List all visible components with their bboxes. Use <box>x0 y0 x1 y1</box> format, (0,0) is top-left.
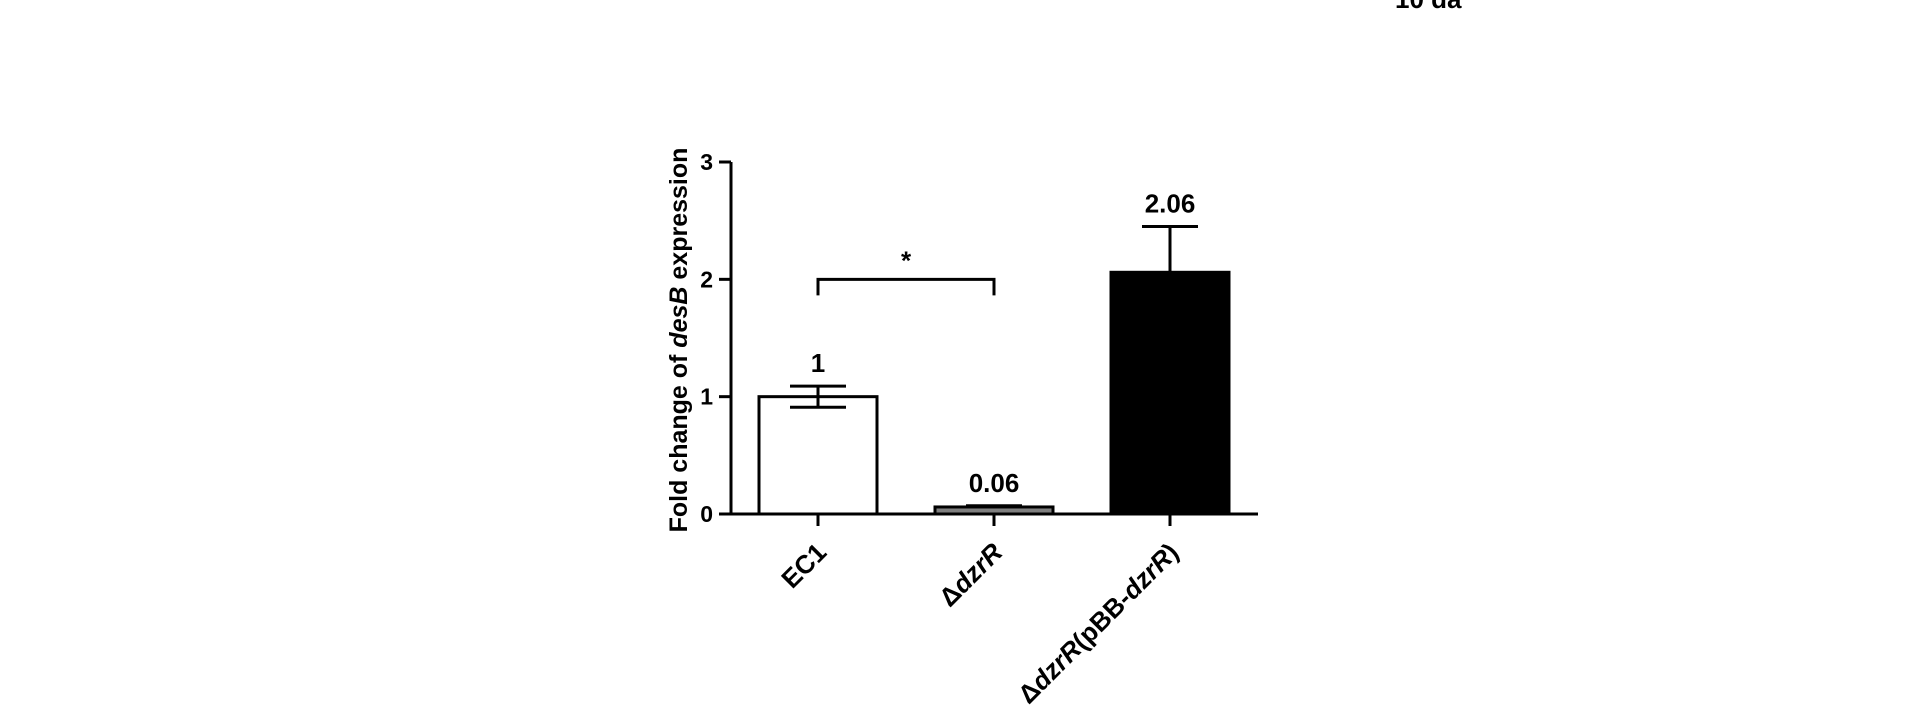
y-tick-label: 0 <box>700 501 713 527</box>
category-label: ΔdzrR(pBB-dzrR) <box>1012 537 1184 709</box>
significance-bracket <box>816 277 996 296</box>
cropped-top-text: 10 da <box>1395 0 1462 14</box>
bar <box>757 395 879 516</box>
category-label: EC1 <box>775 537 832 594</box>
bars <box>757 225 1231 516</box>
y-tick-label: 3 <box>700 149 713 175</box>
y-tick-label: 2 <box>700 266 713 292</box>
value-label: 2.06 <box>1145 189 1196 219</box>
y-tick-label: 1 <box>700 384 713 410</box>
category-label: ΔdzrR <box>933 537 1008 612</box>
value-label: 1 <box>811 348 825 378</box>
value-label: 0.06 <box>969 468 1020 498</box>
y-axis-title: Fold change of desB expression <box>665 148 693 533</box>
significance-marker: * <box>901 245 912 275</box>
